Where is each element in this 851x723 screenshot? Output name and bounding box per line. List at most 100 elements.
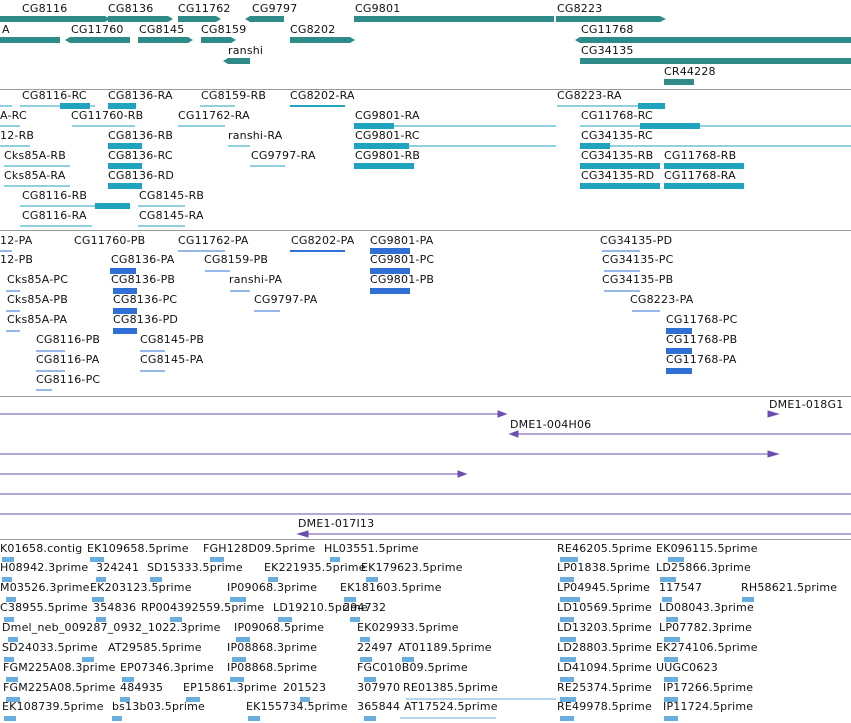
transcript-label[interactable]: CG8136-RC xyxy=(108,149,173,162)
est-glyph[interactable] xyxy=(82,657,94,662)
protein-label[interactable]: CG9801-PA xyxy=(370,234,434,247)
est-glyph[interactable] xyxy=(560,577,574,582)
est-label[interactable]: LD41094.5prime xyxy=(557,661,652,674)
transcript-label[interactable]: CG8136-RA xyxy=(108,89,173,102)
gene-label[interactable]: CG8223 xyxy=(557,2,603,15)
protein-label[interactable]: CG11768-PB xyxy=(666,333,738,346)
transcript-glyph[interactable] xyxy=(580,183,660,189)
est-glyph[interactable] xyxy=(366,577,378,582)
transcript-label[interactable]: CG8202-RA xyxy=(290,89,355,102)
transcript-glyph[interactable] xyxy=(354,143,409,149)
est-glyph[interactable] xyxy=(560,677,574,682)
est-glyph[interactable] xyxy=(662,597,672,602)
est-glyph[interactable] xyxy=(4,657,14,662)
protein-label[interactable]: CG8145-PB xyxy=(140,333,205,346)
est-glyph[interactable] xyxy=(96,577,106,582)
gene-label[interactable]: CG8202 xyxy=(290,23,336,36)
gene-label[interactable]: CG8136 xyxy=(108,2,154,15)
gene-glyph[interactable] xyxy=(354,16,554,22)
protein-label[interactable]: CG8136-PB xyxy=(111,273,176,286)
gene-glyph[interactable] xyxy=(223,58,228,64)
transcript-glyph[interactable] xyxy=(664,183,744,189)
est-glyph[interactable] xyxy=(664,637,680,642)
est-label[interactable]: 354836 xyxy=(93,601,137,614)
transcript-label[interactable]: CG34135-RB xyxy=(581,149,654,162)
est-label[interactable]: 307970 xyxy=(357,681,401,694)
transcript-label[interactable]: CG9801-RC xyxy=(355,129,420,142)
gene-glyph[interactable] xyxy=(108,16,168,22)
est-label[interactable]: 201523 xyxy=(283,681,327,694)
gene-glyph[interactable] xyxy=(556,16,660,22)
clone-glyph[interactable] xyxy=(767,410,780,418)
est-glyph[interactable] xyxy=(664,657,678,662)
est-glyph[interactable] xyxy=(210,557,224,562)
est-glyph[interactable] xyxy=(4,716,16,721)
gene-glyph[interactable] xyxy=(580,58,851,64)
est-label[interactable]: K01658.contig xyxy=(0,542,83,555)
transcript-label[interactable]: CG8116-RB xyxy=(22,189,88,202)
transcript-label[interactable]: CG34135-RC xyxy=(581,129,653,142)
transcript-glyph[interactable] xyxy=(108,163,142,169)
est-label[interactable]: EK181603.5prime xyxy=(340,581,442,594)
est-glyph[interactable] xyxy=(664,677,678,682)
protein-label[interactable]: CG9801-PC xyxy=(370,253,435,266)
gene-glyph[interactable] xyxy=(201,37,231,43)
est-label[interactable]: LD19210.5prime xyxy=(273,601,368,614)
protein-label[interactable]: CG8116-PC xyxy=(36,373,101,386)
est-glyph[interactable] xyxy=(560,716,574,721)
protein-label[interactable]: CG8116-PA xyxy=(36,353,100,366)
est-label[interactable]: FGC010B09.5prime xyxy=(357,661,468,674)
est-label[interactable]: 294732 xyxy=(343,601,387,614)
transcript-label[interactable]: A-RC xyxy=(0,109,27,122)
est-glyph[interactable] xyxy=(364,677,376,682)
est-label[interactable]: SD15333.5prime xyxy=(147,561,243,574)
est-label[interactable]: RE25374.5prime xyxy=(557,681,652,694)
est-glyph[interactable] xyxy=(92,597,104,602)
est-label[interactable]: 22497 xyxy=(357,641,393,654)
transcript-label[interactable]: Cks85A-RA xyxy=(4,169,66,182)
transcript-label[interactable]: 12-RB xyxy=(0,129,35,142)
transcript-glyph[interactable] xyxy=(638,103,665,109)
protein-glyph[interactable] xyxy=(666,328,692,334)
est-label[interactable]: EK096115.5prime xyxy=(656,542,758,555)
est-glyph[interactable] xyxy=(268,577,278,582)
est-label[interactable]: RE01385.5prime xyxy=(403,681,498,694)
transcript-label[interactable]: CG8145-RB xyxy=(139,189,205,202)
est-glyph[interactable] xyxy=(6,697,20,702)
est-label[interactable]: IP09068.3prime xyxy=(227,581,318,594)
protein-label[interactable]: CG9801-PB xyxy=(370,273,435,286)
gene-label[interactable]: CG34135 xyxy=(581,44,634,57)
transcript-glyph[interactable] xyxy=(60,103,90,109)
clone-glyph[interactable] xyxy=(497,410,508,418)
gene-glyph[interactable] xyxy=(178,16,216,22)
transcript-label[interactable]: Cks85A-RB xyxy=(4,149,67,162)
est-label[interactable]: RE49978.5prime xyxy=(557,700,652,713)
gene-label[interactable]: CG9801 xyxy=(355,2,401,15)
est-label[interactable]: LP04945.5prime xyxy=(557,581,651,594)
transcript-label[interactable]: CG8116-RC xyxy=(22,89,87,102)
est-label[interactable]: AT29585.5prime xyxy=(108,641,202,654)
gene-glyph[interactable] xyxy=(231,37,236,43)
est-label[interactable]: 117547 xyxy=(659,581,703,594)
protein-glyph[interactable] xyxy=(370,248,410,254)
gene-glyph[interactable] xyxy=(580,37,851,43)
transcript-glyph[interactable] xyxy=(108,183,142,189)
gene-glyph[interactable] xyxy=(664,79,694,85)
transcript-label[interactable]: CG8136-RD xyxy=(108,169,175,182)
est-glyph[interactable] xyxy=(560,597,580,602)
est-label[interactable]: EK029933.5prime xyxy=(357,621,459,634)
gene-glyph[interactable] xyxy=(245,16,250,22)
est-glyph[interactable] xyxy=(6,677,18,682)
protein-glyph[interactable] xyxy=(370,288,410,294)
est-label[interactable]: 365844 xyxy=(357,700,401,713)
est-label[interactable]: IP17266.5prime xyxy=(663,681,754,694)
est-glyph[interactable] xyxy=(112,716,122,721)
gene-glyph[interactable] xyxy=(70,37,130,43)
clone-glyph[interactable] xyxy=(296,530,309,538)
gene-glyph[interactable] xyxy=(250,16,284,22)
transcript-label[interactable]: ranshi-RA xyxy=(228,129,283,142)
est-glyph[interactable] xyxy=(278,617,292,622)
protein-label[interactable]: ranshi-PA xyxy=(229,273,283,286)
est-label[interactable]: 324241 xyxy=(96,561,140,574)
est-glyph[interactable] xyxy=(300,697,310,702)
